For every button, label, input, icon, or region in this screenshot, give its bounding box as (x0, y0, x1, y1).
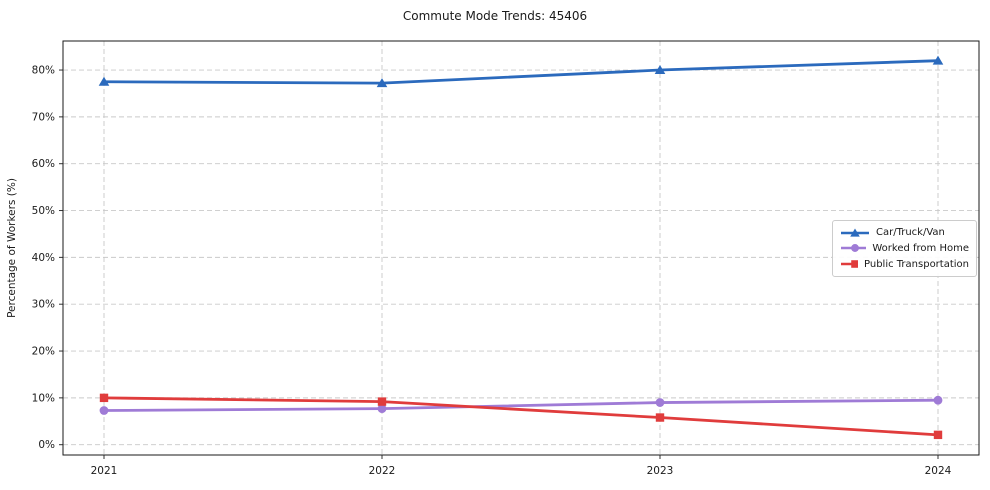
series-line-public-transportation (102, 396, 940, 437)
marker-public-transportation-2023 (655, 413, 665, 422)
legend-label-car-truck-van: Car/Truck/Van (876, 227, 945, 239)
y-tick-label-0: 0% (38, 439, 55, 451)
marker-car-truck-van-2023 (654, 65, 666, 75)
legend-swatch-public-transportation (841, 260, 859, 268)
x-tick-label-2022: 2022 (369, 465, 396, 477)
legend-swatch-worked-from-home (841, 244, 867, 253)
marker-worked-from-home-2021 (99, 406, 109, 415)
chart-title: Commute Mode Trends: 45406 (402, 9, 588, 23)
legend-marker-public-transportation-icon (851, 260, 859, 268)
marker-worked-from-home-2024 (933, 395, 943, 405)
legend-swatch-car-truck-van (841, 228, 869, 237)
axes: 0% 10% 20% 30% 40% 50% 60% 70% 80% 2021 2022 2023 20… (32, 40, 980, 477)
legend-marker-car-truck-van-icon (850, 228, 860, 237)
marker-car-truck-van-2022 (376, 78, 388, 88)
y-tick-label-30: 30% (32, 299, 55, 311)
legend-entry-car-truck-van: Car/Truck/Van (840, 226, 969, 240)
y-tick-label-50: 50% (32, 205, 55, 217)
legend-label-public-transportation: Public Transportation (864, 258, 969, 270)
y-tick-label-10: 10% (32, 392, 55, 404)
legend: Car/Truck/Van Worked from Home Public Tran… (832, 220, 977, 277)
y-tick-label-20: 20% (32, 346, 55, 358)
y-tick-label-60: 60% (32, 158, 55, 170)
marker-worked-from-home-2022 (377, 404, 387, 414)
marker-car-truck-van-2024 (932, 55, 944, 65)
legend-marker-worked-from-home-icon (851, 244, 859, 253)
x-tick-label-2023: 2023 (647, 465, 674, 477)
plot-border (62, 40, 980, 456)
marker-worked-from-home-2023 (655, 398, 665, 407)
y-axis-label: Percentage of Workers (%) (6, 178, 18, 318)
legend-label-worked-from-home: Worked from Home (872, 242, 969, 254)
marker-public-transportation-2022 (377, 397, 387, 406)
data-series (98, 55, 944, 440)
x-tick-label-2024: 2024 (925, 465, 952, 477)
x-tick-label-2021: 2021 (91, 465, 118, 477)
y-tick-label-70: 70% (32, 111, 55, 123)
legend-entry-public-transportation: Public Transportation (840, 257, 969, 271)
y-tick-label-80: 80% (32, 65, 55, 77)
series-line-car-truck-van (102, 59, 940, 85)
legend-entry-worked-from-home: Worked from Home (840, 241, 969, 255)
marker-public-transportation-2024 (933, 430, 943, 440)
y-tick-label-40: 40% (32, 252, 55, 264)
gridlines (63, 41, 979, 455)
marker-public-transportation-2021 (99, 393, 109, 403)
marker-car-truck-van-2021 (98, 76, 110, 86)
series-line-worked-from-home (102, 398, 940, 412)
